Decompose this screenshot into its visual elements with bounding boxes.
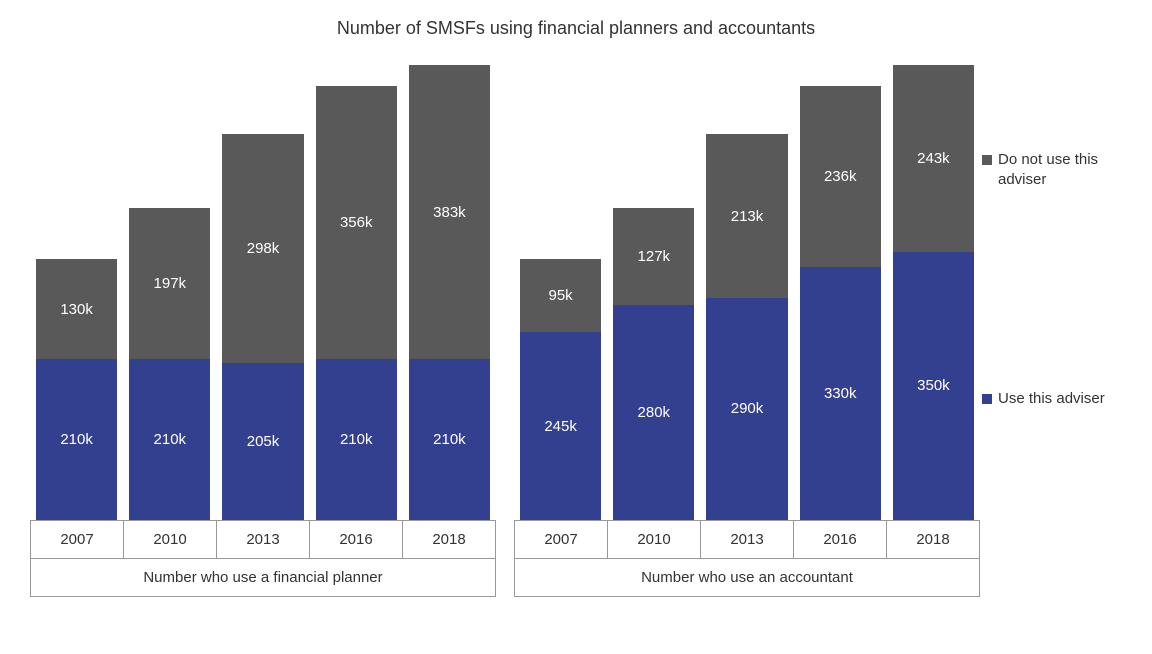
legend-swatch [982, 155, 992, 165]
data-label: 245k [544, 418, 577, 435]
data-label: 290k [731, 400, 764, 417]
data-label: 383k [433, 204, 466, 221]
bar-segment-not-use: 356k [316, 86, 397, 359]
x-tick-year: 2018 [887, 520, 980, 559]
bar: 95k 245k [514, 60, 607, 520]
bar: 243k 350k [887, 60, 980, 520]
x-tick-year: 2007 [514, 520, 608, 559]
x-tick-year: 2016 [310, 520, 403, 559]
data-label: 356k [340, 214, 373, 231]
bar-segment-use: 290k [706, 298, 787, 520]
x-tick-year: 2016 [794, 520, 887, 559]
data-label: 280k [638, 404, 671, 421]
bar-segment-not-use: 130k [36, 259, 117, 359]
bar: 356k 210k [310, 60, 403, 520]
data-label: 298k [247, 240, 280, 257]
bar: 298k 205k [216, 60, 309, 520]
data-label: 213k [731, 208, 764, 225]
bar-segment-not-use: 298k [222, 134, 303, 362]
x-group-label: Number who use a financial planner [30, 559, 496, 597]
x-group-label: Number who use an accountant [514, 559, 980, 597]
x-axis-groups-row: Number who use a financial planner Number… [30, 559, 980, 597]
bar-segment-use: 205k [222, 363, 303, 520]
bar-segment-use: 245k [520, 332, 601, 520]
data-label: 210k [60, 431, 93, 448]
bar-segment-use: 210k [316, 359, 397, 520]
data-label: 210k [433, 431, 466, 448]
bar-segment-not-use: 127k [613, 208, 694, 305]
plot-area: 130k 210k 197k 210k 298k 205k 356k 210k 383k 210k… [30, 60, 980, 520]
bar: 130k 210k [30, 60, 123, 520]
legend-item: Use this adviser [982, 389, 1142, 409]
x-tick-year: 2018 [403, 520, 496, 559]
legend-label: Do not use this adviser [998, 150, 1142, 189]
data-label: 127k [638, 248, 671, 265]
bar: 213k 290k [700, 60, 793, 520]
x-tick-year: 2013 [701, 520, 794, 559]
bar-segment-not-use: 197k [129, 208, 210, 359]
bar-segment-use: 350k [893, 252, 974, 520]
bar: 197k 210k [123, 60, 216, 520]
x-tick-year: 2010 [124, 520, 217, 559]
bar-segment-use: 280k [613, 305, 694, 520]
x-axis-years-row: 2007201020132016201820072010201320162018 [30, 520, 980, 559]
bar: 127k 280k [607, 60, 700, 520]
data-label: 197k [154, 275, 187, 292]
legend-item: Do not use this adviser [982, 150, 1142, 189]
legend: Do not use this adviser Use this adviser [982, 150, 1142, 609]
x-tick-year: 2007 [30, 520, 124, 559]
bar-segment-not-use: 383k [409, 65, 490, 359]
data-label: 205k [247, 433, 280, 450]
bar-segment-not-use: 213k [706, 134, 787, 297]
bar-segment-not-use: 243k [893, 65, 974, 251]
data-label: 350k [917, 377, 950, 394]
bar-segment-use: 210k [36, 359, 117, 520]
x-tick-year: 2013 [217, 520, 310, 559]
data-label: 210k [154, 431, 187, 448]
legend-swatch [982, 394, 992, 404]
x-tick-year: 2010 [608, 520, 701, 559]
bar-segment-not-use: 236k [800, 86, 881, 267]
bar-group: 95k 245k 127k 280k 213k 290k 236k 330k 243k 350k [514, 60, 980, 520]
data-label: 243k [917, 150, 950, 167]
data-label: 95k [549, 287, 573, 304]
bar-segment-not-use: 95k [520, 259, 601, 332]
bar-segment-use: 210k [129, 359, 210, 520]
legend-label: Use this adviser [998, 389, 1105, 409]
data-label: 210k [340, 431, 373, 448]
chart-area: 130k 210k 197k 210k 298k 205k 356k 210k 383k 210k… [30, 60, 980, 620]
bar-group: 130k 210k 197k 210k 298k 205k 356k 210k 383k 210k [30, 60, 496, 520]
bar: 236k 330k [794, 60, 887, 520]
data-label: 330k [824, 385, 857, 402]
bar-segment-use: 330k [800, 267, 881, 520]
bar: 383k 210k [403, 60, 496, 520]
data-label: 236k [824, 168, 857, 185]
chart-title: Number of SMSFs using financial planners… [0, 0, 1152, 39]
bar-segment-use: 210k [409, 359, 490, 520]
data-label: 130k [60, 301, 93, 318]
